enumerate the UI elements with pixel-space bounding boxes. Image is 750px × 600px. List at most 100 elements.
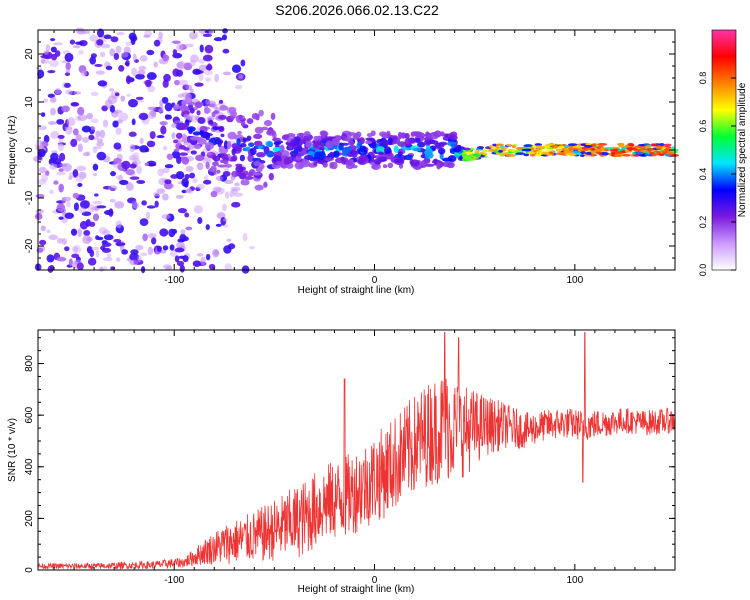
spectrogram-cell [47, 69, 56, 74]
spectrogram-cell [49, 59, 59, 68]
spectrogram-cell [244, 175, 254, 180]
spectrogram-cell [160, 125, 167, 135]
spectrogram-cell [613, 151, 623, 155]
spectrogram-cell [175, 171, 185, 180]
spectrogram-cell [303, 131, 311, 137]
spectrogram-cell [515, 152, 526, 156]
spectrogram-cell [121, 160, 131, 170]
spectrogram-cell [174, 79, 181, 86]
spectrogram-cell [610, 151, 616, 155]
spectrogram-cell [204, 142, 214, 150]
spectrogram-ylabel: Frequency (Hz) [7, 116, 18, 185]
spectrogram-cell [58, 152, 66, 162]
spectrogram-cell [143, 34, 151, 38]
snr-ytick-label: 0 [24, 567, 35, 573]
spectrogram-cell [50, 38, 56, 42]
spectrogram-cell [48, 121, 57, 125]
spectrogram-cell [146, 160, 157, 167]
spectrogram-cell [196, 183, 205, 190]
spectrogram-cell [142, 233, 148, 242]
spectrogram-cell [223, 224, 229, 228]
spectrogram-cell [77, 114, 88, 122]
spectrogram-cell [90, 91, 99, 97]
spectrogram-cell [64, 126, 73, 135]
spectrogram-cell [230, 111, 238, 117]
spectrogram-cell [89, 56, 97, 65]
spectrogram-cell [312, 141, 321, 148]
spectrogram-cell [129, 143, 136, 153]
spectrogram-cell [225, 191, 230, 199]
spectrogram-cell [195, 154, 205, 162]
spectrogram-cell [381, 139, 389, 146]
spectrogram-cell [208, 168, 216, 173]
spectrogram-cell [72, 128, 79, 136]
spectrogram-cell [128, 98, 138, 108]
spectrogram-cell [304, 154, 314, 160]
spectrogram-cell [268, 172, 274, 181]
spectrogram-cell [40, 225, 46, 232]
spectrogram-cell [128, 154, 138, 161]
spectrogram-cell [159, 121, 168, 126]
spectrogram-cell [272, 147, 280, 152]
spectrogram-ytick-label: 20 [24, 48, 35, 60]
spectrogram-cell [298, 132, 305, 137]
spectrogram-cell [377, 156, 388, 163]
spectrogram-cell [482, 152, 488, 156]
spectrogram-cell [272, 137, 281, 142]
spectrogram-cell [398, 151, 403, 157]
spectrogram-cell [360, 154, 369, 163]
spectrogram-cell [58, 168, 64, 173]
spectrogram-cell [79, 200, 90, 209]
spectrogram-cell [371, 163, 377, 169]
spectrogram-cell [224, 263, 232, 271]
spectrogram-cell [222, 48, 230, 54]
spectrogram-cell [101, 247, 112, 253]
spectrogram-cell [169, 244, 175, 251]
spectrogram-cell [38, 149, 46, 158]
spectrogram-xtick-label: 100 [566, 275, 583, 286]
spectrogram-cell [120, 52, 129, 58]
spectrogram-cell [197, 117, 206, 125]
spectrogram-cell [92, 163, 99, 171]
spectrogram-cell [179, 264, 185, 273]
spectrogram-cell [297, 152, 302, 158]
spectrogram-cell [156, 245, 162, 252]
spectrogram-cell [161, 96, 169, 104]
spectrogram-cell [149, 131, 156, 140]
spectrogram-cell [124, 61, 130, 66]
spectrogram-cell [530, 153, 536, 157]
snr-ytick-label: 600 [24, 406, 35, 423]
spectrogram-cell [382, 164, 388, 169]
spectrogram-cell [150, 109, 157, 117]
spectrogram-cell [188, 129, 193, 135]
spectrogram-cell [548, 151, 554, 155]
spectrogram-cell [75, 175, 84, 183]
spectrogram-cell [196, 110, 201, 116]
snr-ytick-label: 400 [24, 458, 35, 475]
spectrogram-cell [139, 137, 144, 144]
spectrogram-cell [77, 228, 82, 238]
spectrogram-cell [329, 161, 334, 169]
spectrogram-cell [404, 154, 413, 161]
spectrogram-cell [541, 151, 550, 155]
spectrogram-cell [359, 145, 367, 153]
spectrogram-cell [212, 103, 218, 110]
spectrogram-cell [43, 50, 49, 55]
spectrogram-cell [179, 105, 185, 111]
spectrogram-cell [316, 151, 326, 160]
spectrogram-cell [235, 165, 244, 173]
spectrogram-cell [51, 150, 58, 154]
spectrogram-cell [320, 130, 328, 139]
spectrogram-cell [242, 137, 247, 144]
spectrogram-cell [555, 152, 566, 155]
spectrogram-cell [169, 250, 178, 258]
spectrogram-cell [553, 145, 559, 149]
spectrogram-cell [202, 33, 212, 37]
spectrogram-cell [59, 163, 68, 168]
spectrogram-cell [474, 150, 480, 154]
spectrogram-cell [87, 204, 96, 213]
spectrogram-cell [646, 144, 651, 148]
spectrogram-cell [64, 246, 70, 252]
spectrogram-cell [58, 183, 65, 193]
